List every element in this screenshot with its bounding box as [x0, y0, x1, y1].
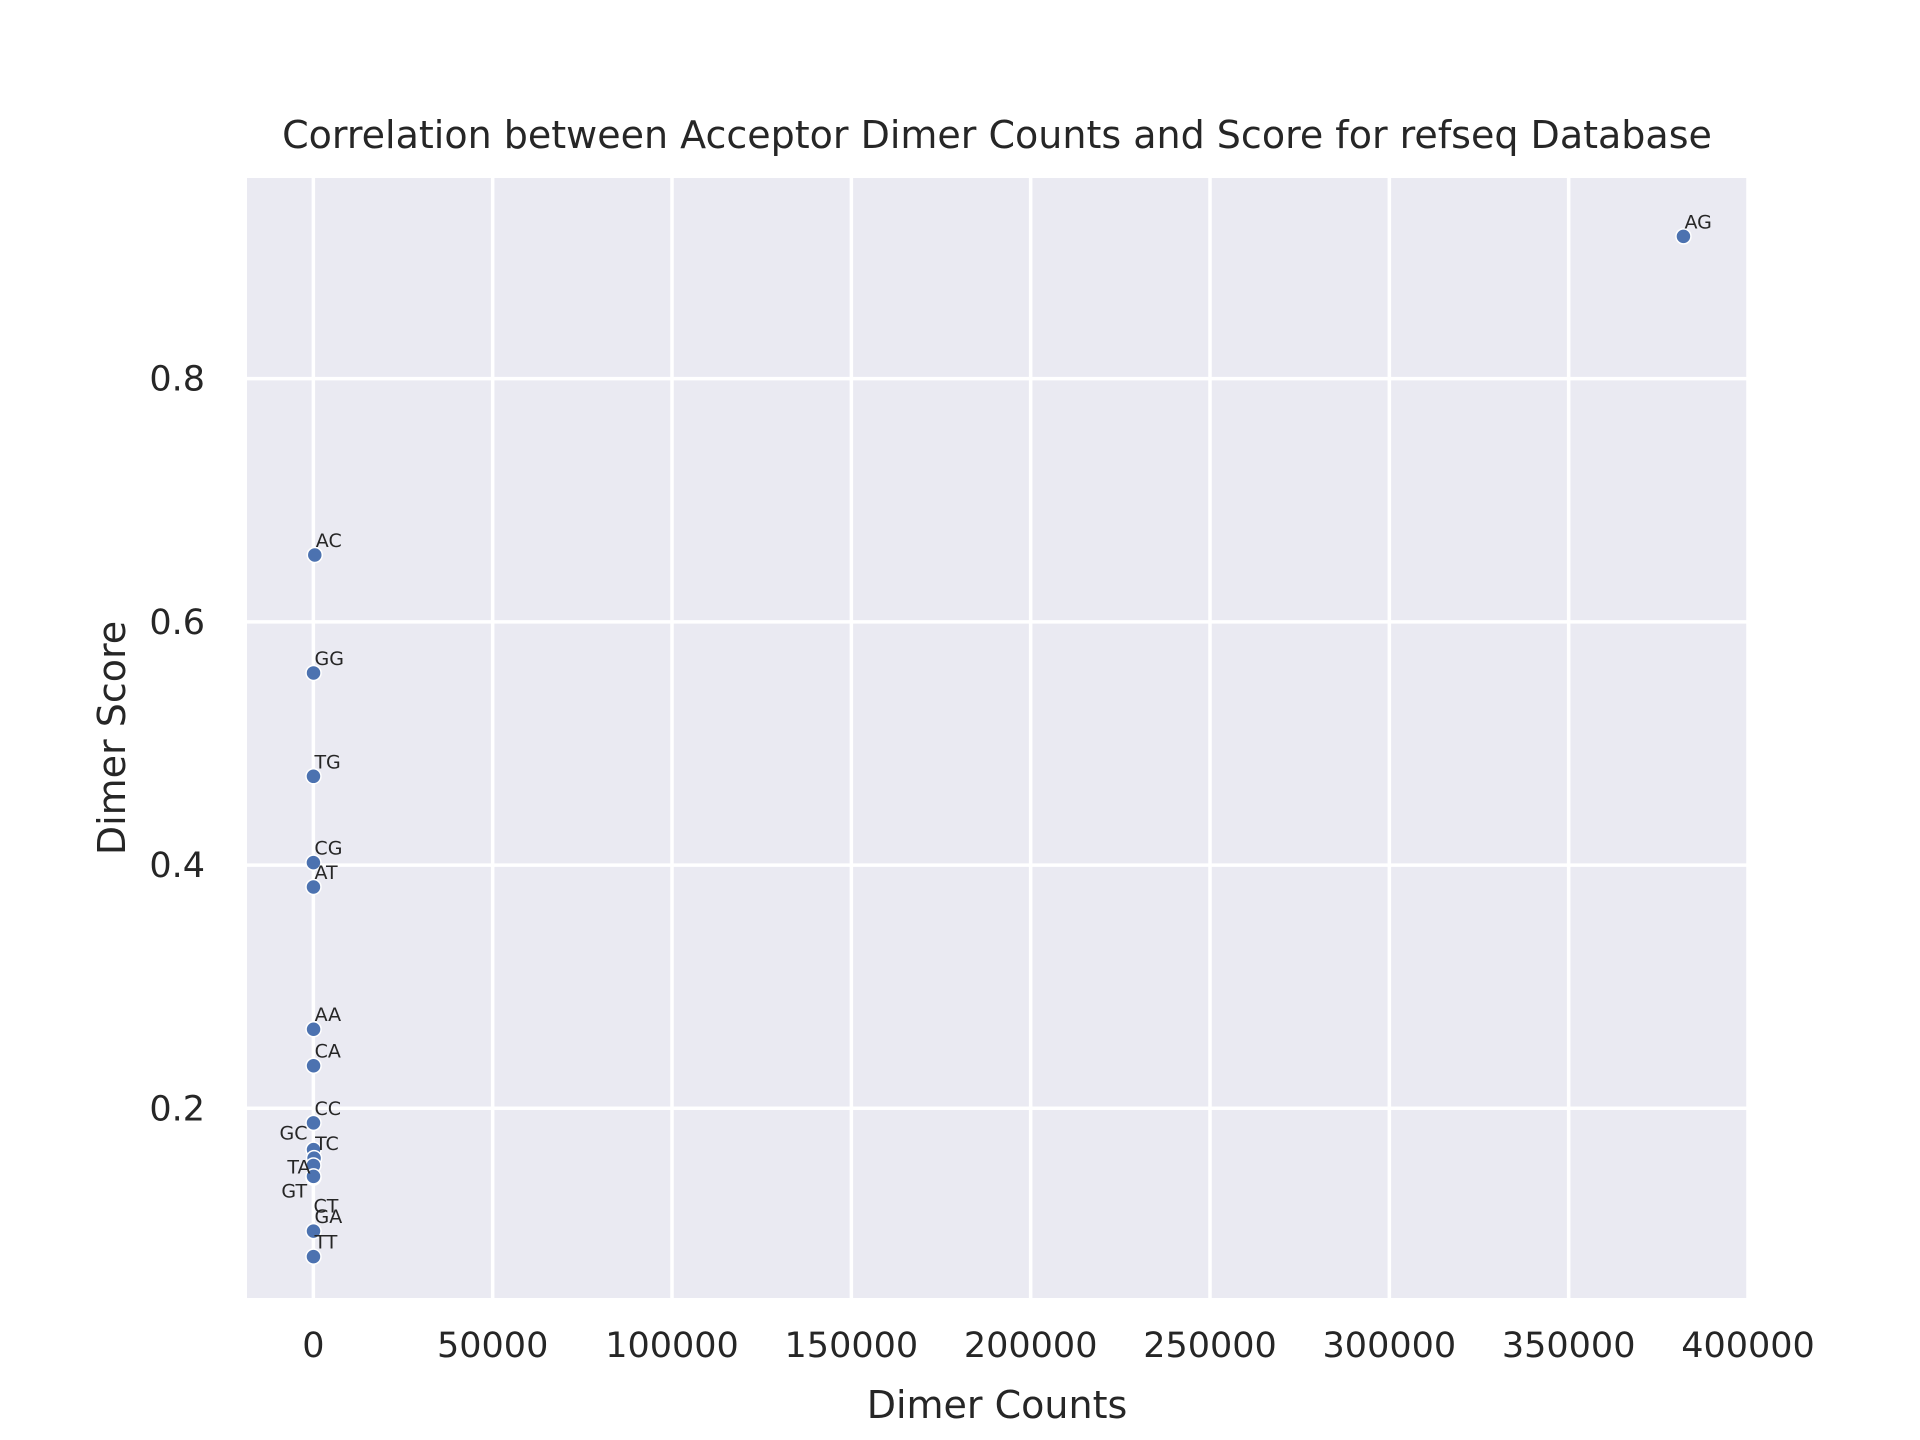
horizontal-grid-lines: [247, 376, 1748, 1111]
data-point-tt: [305, 1248, 322, 1265]
y-tick-label: 0.6: [149, 603, 205, 643]
data-point-ct: [305, 1168, 322, 1185]
data-label-ac: AC: [316, 530, 342, 552]
data-label-cg: CG: [314, 838, 342, 860]
data-points: [305, 228, 1692, 1265]
data-point-at: [305, 878, 322, 896]
x-tick-label: 250000: [1143, 1326, 1277, 1366]
data-label-tt: TT: [313, 1232, 337, 1254]
data-label-tc: TC: [314, 1133, 339, 1155]
x-tick-label: 150000: [785, 1326, 919, 1366]
x-tick-label: 400000: [1681, 1326, 1815, 1366]
x-axis-title: Dimer Counts: [867, 1383, 1128, 1427]
data-label-ca: CA: [315, 1041, 341, 1063]
data-label-ag: AG: [1684, 211, 1711, 233]
data-label-ga: GA: [314, 1206, 342, 1228]
data-label-tg: TG: [313, 751, 340, 773]
data-label-at: AT: [314, 862, 338, 884]
data-point-cg: [305, 854, 322, 871]
data-point-ca: [305, 1057, 322, 1074]
y-tick-label: 0.2: [149, 1089, 205, 1129]
plot-background: [247, 178, 1748, 1298]
data-label-ct: CT: [313, 1195, 338, 1217]
data-label-gc: GC: [280, 1123, 308, 1145]
x-tick-label: 300000: [1323, 1326, 1457, 1366]
data-label-aa: AA: [315, 1004, 342, 1026]
data-point-cc: [305, 1114, 322, 1132]
data-point-ac: [306, 546, 324, 564]
data-point-aa: [305, 1020, 322, 1038]
x-tick-label: 100000: [605, 1326, 739, 1366]
chart-title: Correlation between Acceptor Dimer Count…: [282, 113, 1712, 157]
x-tick-label: 50000: [437, 1326, 548, 1366]
data-point-gg: [305, 664, 322, 682]
x-tick-labels: 0 50000 100000 150000 200000 250000 300000 3500…: [302, 1326, 1815, 1366]
data-label-cc: CC: [314, 1098, 341, 1120]
x-tick-label: 0: [302, 1326, 324, 1366]
data-point-ag: [1675, 228, 1692, 245]
x-tick-label: 350000: [1502, 1326, 1636, 1366]
y-axis-title: Dimer Score: [90, 621, 134, 855]
x-tick-label: 200000: [964, 1326, 1098, 1366]
y-tick-label: 0.8: [149, 360, 205, 400]
data-point-tg: [305, 768, 322, 785]
data-label-gg: GG: [315, 648, 344, 670]
y-tick-labels: 0.2 0.4 0.6 0.8: [149, 360, 205, 1130]
y-tick-label: 0.4: [149, 846, 205, 886]
data-label-gt: GT: [281, 1181, 307, 1203]
data-point-ga: [305, 1222, 322, 1240]
vertical-grid-lines: [311, 178, 1750, 1298]
data-label-ta: TA: [286, 1156, 310, 1178]
